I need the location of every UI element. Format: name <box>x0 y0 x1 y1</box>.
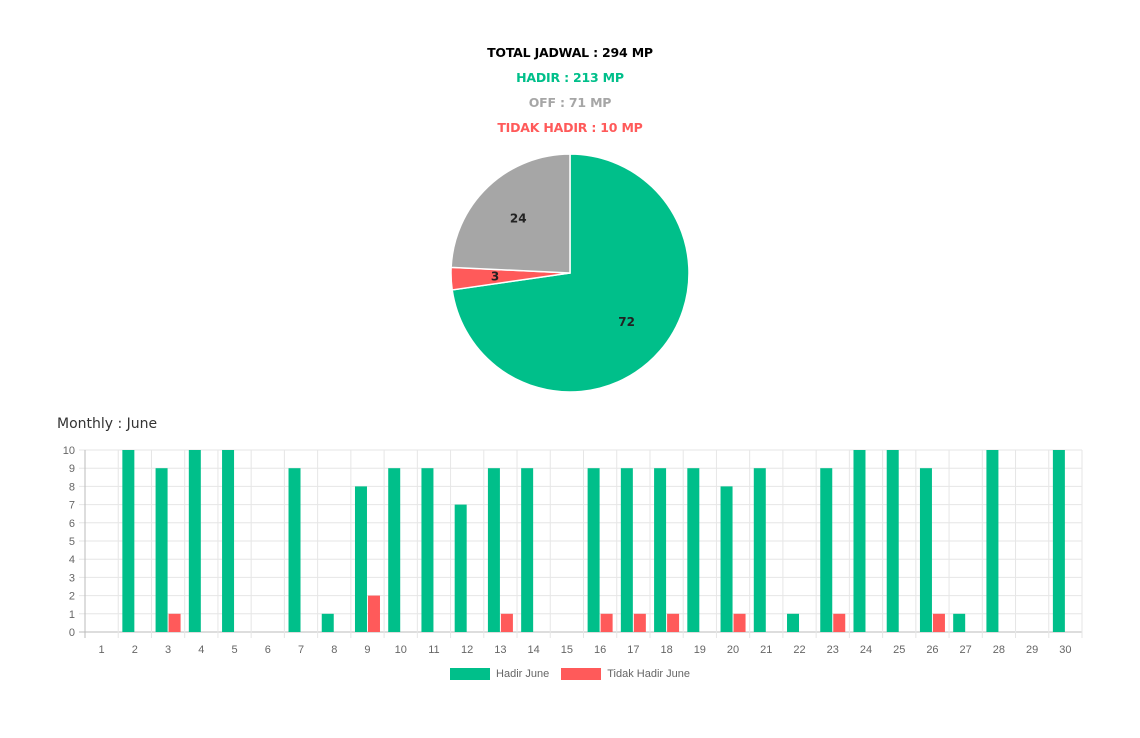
bar-hadir[interactable] <box>321 613 334 632</box>
bar-tidak-hadir[interactable] <box>733 613 746 632</box>
bar-hadir[interactable] <box>388 468 401 632</box>
bar-tidak-hadir[interactable] <box>932 613 945 632</box>
x-tick-label: 9 <box>364 644 370 656</box>
x-tick-label: 27 <box>960 644 972 656</box>
x-tick-label: 25 <box>893 644 905 656</box>
x-tick-label: 1 <box>99 644 105 656</box>
attendance-pie-chart: 72 3 24 <box>450 153 690 393</box>
x-tick-label: 26 <box>926 644 938 656</box>
x-tick-label: 13 <box>494 644 506 656</box>
y-tick-label: 3 <box>69 572 75 584</box>
pie-value-label: 72 <box>618 315 635 329</box>
bar-hadir[interactable] <box>1052 450 1065 632</box>
bar-hadir[interactable] <box>122 450 135 632</box>
x-tick-label: 20 <box>727 644 739 656</box>
x-tick-label: 15 <box>561 644 573 656</box>
bar-hadir[interactable] <box>720 486 733 632</box>
bar-hadir[interactable] <box>953 613 966 632</box>
x-tick-label: 22 <box>793 644 805 656</box>
summary-block: TOTAL JADWAL : 294 MP HADIR : 213 MP OFF… <box>0 40 1140 140</box>
bar-tidak-hadir[interactable] <box>168 613 181 632</box>
x-tick-label: 24 <box>860 644 872 656</box>
y-tick-label: 1 <box>69 609 75 621</box>
bar-hadir[interactable] <box>587 468 600 632</box>
bar-hadir[interactable] <box>222 450 235 632</box>
bar-hadir[interactable] <box>454 504 467 632</box>
legend-label-tidak-hadir: Tidak Hadir June <box>607 668 690 680</box>
bar-tidak-hadir[interactable] <box>500 613 513 632</box>
x-tick-label: 3 <box>165 644 171 656</box>
x-tick-label: 10 <box>395 644 407 656</box>
y-tick-label: 8 <box>69 481 75 493</box>
x-tick-label: 11 <box>428 644 439 656</box>
off-count-label: OFF : 71 MP <box>528 95 612 110</box>
bar-hadir[interactable] <box>986 450 999 632</box>
x-tick-label: 5 <box>231 644 237 656</box>
x-tick-label: 18 <box>660 644 672 656</box>
pie-value-label: 24 <box>510 212 527 226</box>
bar-hadir[interactable] <box>687 468 700 632</box>
bar-hadir[interactable] <box>886 450 899 632</box>
x-tick-label: 17 <box>627 644 639 656</box>
x-tick-label: 30 <box>1059 644 1071 656</box>
bar-hadir[interactable] <box>620 468 633 632</box>
bar-hadir[interactable] <box>421 468 434 632</box>
bar-hadir[interactable] <box>155 468 168 632</box>
bar-hadir[interactable] <box>487 468 500 632</box>
x-tick-label: 19 <box>694 644 706 656</box>
x-tick-label: 21 <box>760 644 772 656</box>
bar-hadir[interactable] <box>521 468 534 632</box>
hadir-count-label: HADIR : 213 MP <box>516 70 624 85</box>
tidak-hadir-count-label: TIDAK HADIR : 10 MP <box>497 120 643 135</box>
y-tick-label: 5 <box>69 536 75 548</box>
pie-slice-off[interactable] <box>450 153 571 274</box>
x-tick-label: 6 <box>265 644 271 656</box>
bar-hadir[interactable] <box>820 468 833 632</box>
bar-hadir[interactable] <box>853 450 866 632</box>
x-tick-label: 14 <box>528 644 540 656</box>
bar-tidak-hadir[interactable] <box>600 613 613 632</box>
bar-hadir[interactable] <box>354 486 367 632</box>
bar-hadir[interactable] <box>753 468 766 632</box>
bar-hadir[interactable] <box>188 450 201 632</box>
total-schedule-label: TOTAL JADWAL : 294 MP <box>487 45 653 60</box>
bar-tidak-hadir[interactable] <box>633 613 646 632</box>
y-tick-label: 9 <box>69 463 75 475</box>
y-tick-label: 7 <box>69 500 75 512</box>
pie-value-label: 3 <box>491 270 499 284</box>
legend-item-tidak-hadir[interactable]: Tidak Hadir June <box>561 668 690 680</box>
y-tick-label: 0 <box>69 627 75 639</box>
bar-hadir[interactable] <box>787 613 800 632</box>
y-tick-label: 10 <box>63 445 75 457</box>
legend-swatch-tidak-hadir <box>561 668 602 680</box>
legend-item-hadir[interactable]: Hadir June <box>450 668 549 680</box>
bar-tidak-hadir[interactable] <box>833 613 846 632</box>
x-tick-label: 28 <box>993 644 1005 656</box>
bar-hadir[interactable] <box>919 468 932 632</box>
monthly-title: Monthly : June <box>57 416 158 432</box>
bar-hadir[interactable] <box>654 468 667 632</box>
x-tick-label: 8 <box>331 644 337 656</box>
bar-chart-legend: Hadir June Tidak Hadir June <box>0 668 1140 680</box>
legend-label-hadir: Hadir June <box>496 668 550 680</box>
bar-tidak-hadir[interactable] <box>667 613 680 632</box>
y-tick-label: 6 <box>69 518 75 530</box>
x-tick-label: 16 <box>594 644 606 656</box>
x-tick-label: 23 <box>827 644 839 656</box>
bar-hadir[interactable] <box>288 468 301 632</box>
x-tick-label: 29 <box>1026 644 1038 656</box>
x-tick-label: 7 <box>298 644 304 656</box>
legend-swatch-hadir <box>450 668 491 680</box>
x-tick-label: 12 <box>461 644 473 656</box>
x-tick-label: 2 <box>132 644 138 656</box>
y-tick-label: 2 <box>69 591 75 603</box>
bar-tidak-hadir[interactable] <box>367 595 380 632</box>
y-tick-label: 4 <box>69 554 75 566</box>
x-tick-label: 4 <box>198 644 204 656</box>
